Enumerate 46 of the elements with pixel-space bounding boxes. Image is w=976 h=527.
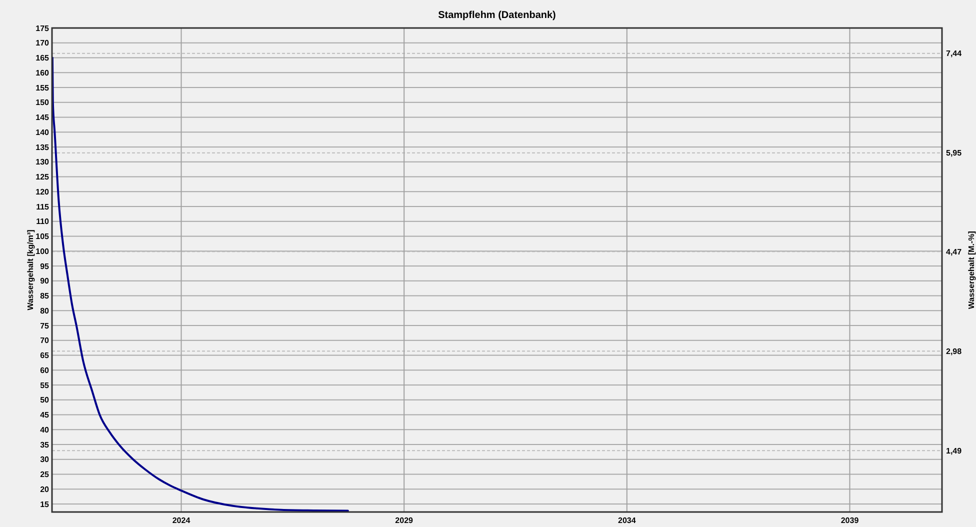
y2-tick-label: 1,49	[946, 446, 962, 456]
y-tick-label: 55	[40, 380, 50, 390]
y-tick-label: 85	[40, 292, 50, 301]
line-series	[52, 56, 349, 512]
y-tick-label: 155	[36, 83, 50, 92]
y2-tick-label: 7,44	[946, 49, 962, 58]
y-tick-label: 70	[40, 336, 50, 346]
x-tick-label: 2034	[618, 516, 636, 525]
y-tick-label: 15	[40, 500, 50, 509]
y-tick-label: 60	[40, 366, 50, 375]
y-tick-label: 20	[40, 484, 50, 494]
y-tick-label: 65	[40, 351, 50, 360]
y-tick-label: 30	[40, 455, 50, 464]
y-tick-label: 95	[40, 262, 50, 271]
y-axis-title: Wassergehalt [kg/m³]	[26, 229, 35, 310]
y2-axis-title: Wassergehalt [M.-%]	[967, 230, 976, 309]
y-tick-label: 140	[36, 128, 50, 137]
y-tick-label: 50	[40, 396, 50, 405]
y-tick-label: 110	[36, 217, 50, 226]
y2-tick-label: 5,95	[946, 148, 962, 158]
y-tick-label: 90	[40, 276, 50, 286]
y-tick-label: 165	[36, 54, 50, 63]
y-tick-label: 135	[36, 142, 50, 152]
y-tick-label: 105	[36, 232, 50, 242]
y-tick-label: 145	[36, 113, 50, 122]
x-tick-label: 2039	[840, 516, 860, 525]
y2-tick-label: 2,98	[946, 346, 962, 356]
y-tick-label: 35	[40, 440, 50, 450]
x-tick-label: 2029	[395, 516, 414, 525]
chart-title: Stampflehm (Datenbank)	[438, 10, 556, 21]
y2-tick-label: 4,47	[946, 247, 962, 256]
y-tick-label: 175	[36, 24, 50, 33]
y-tick-label: 120	[36, 187, 50, 196]
y-tick-label: 150	[36, 98, 50, 108]
y-tick-label: 80	[40, 306, 50, 316]
y-tick-label: 115	[36, 202, 50, 212]
y-tick-label: 100	[36, 246, 50, 256]
x-tick-label: 2024	[172, 516, 191, 525]
y-tick-label: 45	[40, 410, 50, 420]
y-tick-label: 170	[36, 38, 50, 48]
y-tick-label: 25	[40, 470, 50, 480]
y-tick-label: 160	[36, 68, 50, 78]
y-tick-label: 125	[36, 172, 50, 182]
y-tick-label: 75	[40, 321, 50, 330]
y-tick-label: 40	[40, 425, 50, 434]
y-tick-label: 130	[36, 158, 50, 167]
